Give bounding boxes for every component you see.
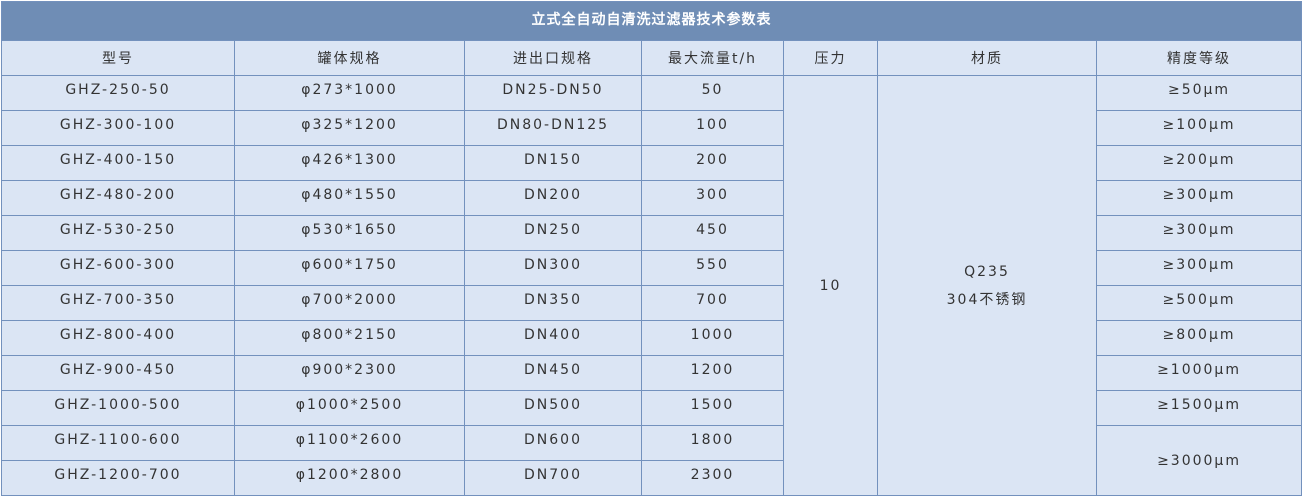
table-row: GHZ-480-200 φ480*1550 DN200 300 ≥300μm <box>1 180 1302 216</box>
table-row: GHZ-1100-600 φ1100*2600 DN600 1800 ≥3000μm <box>1 425 1302 496</box>
tank-spec-cell: φ1100*2600 <box>234 425 465 461</box>
column-header-port-spec: 进出口规格 <box>464 40 642 76</box>
max-flow-cell: 2300 <box>641 460 784 496</box>
port-spec-cell: DN400 <box>464 320 642 356</box>
tank-spec-cell: φ325*1200 <box>234 110 465 146</box>
port-spec-cell: DN80-DN125 <box>464 110 642 146</box>
model-cell: GHZ-800-400 <box>1 320 235 356</box>
tank-spec-cell: φ700*2000 <box>234 285 465 321</box>
precision-cell: ≥100μm <box>1095 110 1302 146</box>
tank-spec-cell: φ273*1000 <box>234 75 465 111</box>
model-cell: GHZ-250-50 <box>1 75 235 111</box>
max-flow-cell: 1800 <box>641 425 784 461</box>
table-row: GHZ-250-50 φ273*1000 DN25-DN50 50 10 Q235 304不… <box>1 75 1302 496</box>
column-header-tank-spec: 罐体规格 <box>234 40 465 76</box>
table-row: GHZ-300-100 φ325*1200 DN80-DN125 100 ≥100μm <box>1 110 1302 146</box>
port-spec-cell: DN450 <box>464 355 642 391</box>
tank-spec-cell: φ800*2150 <box>234 320 465 356</box>
max-flow-cell: 700 <box>641 285 784 321</box>
max-flow-cell: 1200 <box>641 355 784 391</box>
port-spec-cell: DN500 <box>464 390 642 426</box>
table-row: GHZ-1000-500 φ1000*2500 DN500 1500 ≥1500μm <box>1 390 1302 426</box>
max-flow-cell: 450 <box>641 215 784 251</box>
column-header-max-flow: 最大流量t/h <box>641 40 784 76</box>
model-cell: GHZ-400-150 <box>1 145 235 181</box>
model-cell: GHZ-700-350 <box>1 285 235 321</box>
model-cell: GHZ-480-200 <box>1 180 235 216</box>
port-spec-cell: DN350 <box>464 285 642 321</box>
precision-cell: ≥1000μm <box>1095 355 1302 391</box>
tank-spec-cell: φ426*1300 <box>234 145 465 181</box>
table-row: GHZ-900-450 φ900*2300 DN450 1200 ≥1000μm <box>1 355 1302 391</box>
max-flow-cell: 50 <box>641 75 784 111</box>
port-spec-cell: DN700 <box>464 460 642 496</box>
tank-spec-cell: φ530*1650 <box>234 215 465 251</box>
port-spec-cell: DN300 <box>464 250 642 286</box>
port-spec-cell: DN600 <box>464 425 642 461</box>
port-spec-cell: DN200 <box>464 180 642 216</box>
precision-cell: ≥300μm <box>1095 180 1302 216</box>
model-cell: GHZ-300-100 <box>1 110 235 146</box>
tank-spec-cell: φ600*1750 <box>234 250 465 286</box>
max-flow-cell: 100 <box>641 110 784 146</box>
tank-spec-cell: φ900*2300 <box>234 355 465 391</box>
tank-spec-cell: φ1200*2800 <box>234 460 465 496</box>
column-header-pressure: 压力 <box>783 40 878 76</box>
material-cell: Q235 304不锈钢 <box>877 75 1097 496</box>
precision-cell: ≥300μm <box>1095 250 1302 286</box>
max-flow-cell: 1000 <box>641 320 784 356</box>
table-row: GHZ-530-250 φ530*1650 DN250 450 ≥300μm <box>1 215 1302 251</box>
tank-spec-cell: φ480*1550 <box>234 180 465 216</box>
precision-cell: ≥3000μm <box>1095 425 1302 496</box>
model-cell: GHZ-1000-500 <box>1 390 235 426</box>
precision-cell: ≥50μm <box>1095 75 1302 111</box>
table-row: GHZ-600-300 φ600*1750 DN300 550 ≥300μm <box>1 250 1302 286</box>
precision-cell: ≥500μm <box>1095 285 1302 321</box>
max-flow-cell: 200 <box>641 145 784 181</box>
material-item: Q235 <box>964 263 1010 280</box>
table-row: GHZ-800-400 φ800*2150 DN400 1000 ≥800μm <box>1 320 1302 356</box>
precision-cell: ≥300μm <box>1095 215 1302 251</box>
column-header-material: 材质 <box>877 40 1097 76</box>
table-row: GHZ-400-150 φ426*1300 DN150 200 ≥200μm <box>1 145 1302 181</box>
tank-spec-cell: φ1000*2500 <box>234 390 465 426</box>
max-flow-cell: 550 <box>641 250 784 286</box>
column-header-model: 型号 <box>1 40 235 76</box>
table-row: GHZ-700-350 φ700*2000 DN350 700 ≥500μm <box>1 285 1302 321</box>
port-spec-cell: DN150 <box>464 145 642 181</box>
model-cell: GHZ-530-250 <box>1 215 235 251</box>
precision-cell: ≥200μm <box>1095 145 1302 181</box>
model-cell: GHZ-1200-700 <box>1 460 235 496</box>
port-spec-cell: DN250 <box>464 215 642 251</box>
model-cell: GHZ-1100-600 <box>1 425 235 461</box>
precision-cell: ≥800μm <box>1095 320 1302 356</box>
precision-cell: ≥1500μm <box>1095 390 1302 426</box>
model-cell: GHZ-600-300 <box>1 250 235 286</box>
max-flow-cell: 300 <box>641 180 784 216</box>
table-row: GHZ-1200-700 φ1200*2800 DN700 2300 <box>1 460 1302 496</box>
model-cell: GHZ-900-450 <box>1 355 235 391</box>
table-title: 立式全自动自清洗过滤器技术参数表 <box>0 1 1302 41</box>
max-flow-cell: 1500 <box>641 390 784 426</box>
pressure-cell: 10 <box>783 75 878 496</box>
column-header-precision: 精度等级 <box>1095 40 1302 76</box>
port-spec-cell: DN25-DN50 <box>464 75 642 111</box>
material-item: 304不锈钢 <box>946 291 1028 308</box>
